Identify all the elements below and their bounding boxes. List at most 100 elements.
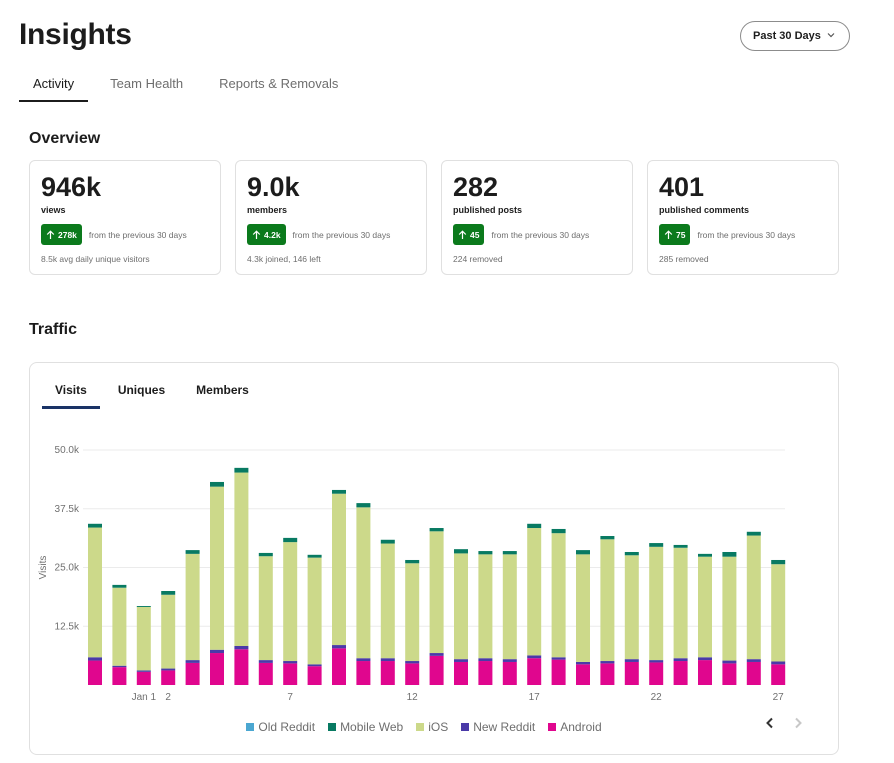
stat-card-comments: 401 published comments 75 from the previ…	[647, 160, 839, 275]
bar-segment-mobile-web	[722, 551, 737, 557]
bar-segment-new-reddit	[771, 661, 786, 665]
bar-segment-ios	[112, 587, 127, 666]
bar-segment-mobile-web	[380, 539, 395, 544]
bar-segment-mobile-web	[502, 551, 517, 555]
chevron-right-icon	[795, 717, 802, 729]
bar-segment-ios	[478, 554, 493, 659]
bar-segment-android	[283, 663, 298, 685]
bar-segment-ios	[576, 554, 590, 662]
tab-members[interactable]: Members	[196, 383, 249, 397]
delta-value: 45	[470, 229, 480, 240]
delta-badge: 4.2k	[247, 224, 286, 245]
bar-segment-ios	[454, 553, 468, 660]
bar-segment-android	[673, 661, 688, 685]
bar-segment-android	[649, 662, 664, 685]
bar-segment-android	[356, 661, 371, 685]
bar-segment-mobile-web	[429, 528, 444, 532]
bar-segment-new-reddit	[624, 659, 639, 662]
x-tick-label: 27	[773, 692, 785, 703]
bar-segment-android	[429, 655, 444, 685]
legend-swatch	[246, 723, 255, 731]
bar-segment-new-reddit	[283, 661, 298, 664]
bar-segment-mobile-web	[88, 523, 102, 528]
bar-segment-new-reddit	[576, 661, 590, 665]
tab-team-health[interactable]: Team Health	[110, 76, 184, 91]
bar-segment-ios	[771, 564, 786, 662]
chart-next-button[interactable]	[793, 716, 803, 732]
bar-segment-mobile-web	[649, 543, 664, 547]
legend-label: Android	[560, 720, 602, 734]
chart-prev-button[interactable]	[765, 716, 775, 732]
arrow-up-icon	[252, 229, 261, 239]
bar-segment-new-reddit	[307, 664, 322, 667]
bar-segment-new-reddit	[356, 658, 371, 662]
bar-segment-ios	[746, 535, 761, 660]
bar-segment-new-reddit	[185, 660, 200, 663]
arrow-up-icon	[458, 229, 467, 239]
stat-card-members: 9.0k members 4.2k from the previous 30 d…	[235, 160, 427, 275]
bar-segment-mobile-web	[234, 467, 249, 473]
date-range-value: Past 30 Days	[753, 30, 821, 42]
bar-segment-ios	[332, 493, 346, 646]
bar-segment-ios	[551, 533, 566, 658]
legend-swatch	[461, 723, 470, 731]
bar-segment-ios	[600, 539, 615, 662]
bar-segment-android	[746, 661, 761, 685]
bar-segment-ios	[210, 486, 224, 650]
x-tick-label: 22	[651, 692, 663, 703]
bar-segment-new-reddit	[454, 659, 468, 662]
bar-segment-mobile-web	[405, 559, 420, 564]
legend-item-android[interactable]: Android	[548, 720, 602, 734]
legend-item-new-reddit[interactable]: New Reddit	[461, 720, 535, 734]
stat-value: 946k	[41, 172, 102, 202]
bar-segment-new-reddit	[698, 657, 712, 661]
legend-item-ios[interactable]: iOS	[416, 720, 448, 734]
bar-segment-ios	[673, 547, 688, 659]
tab-activity[interactable]: Activity	[19, 76, 89, 102]
legend-label: Old Reddit	[258, 720, 316, 734]
y-axis-label: Visits	[38, 556, 49, 580]
delta-badge: 278k	[41, 224, 82, 245]
bar-segment-android	[698, 660, 712, 685]
bar-segment-mobile-web	[210, 481, 224, 487]
traffic-heading: Traffic	[29, 321, 78, 338]
date-range-select[interactable]: Past 30 Days	[740, 21, 850, 51]
delta-badge: 75	[659, 224, 691, 245]
bar-segment-android	[88, 660, 102, 685]
bar-segment-mobile-web	[600, 536, 615, 540]
traffic-tabs: Visits Uniques Members	[42, 383, 267, 409]
bar-segment-new-reddit	[380, 658, 395, 662]
bar-segment-mobile-web	[527, 523, 542, 529]
delta-value: 278k	[58, 229, 77, 240]
tab-visits[interactable]: Visits	[42, 383, 100, 409]
delta-value: 4.2k	[264, 229, 281, 240]
bar-segment-ios	[722, 556, 737, 661]
tab-uniques[interactable]: Uniques	[117, 383, 166, 397]
bar-segment-ios	[405, 563, 420, 662]
bar-segment-mobile-web	[136, 606, 151, 607]
overview-heading: Overview	[29, 130, 101, 147]
bar-segment-new-reddit	[478, 658, 493, 662]
y-tick-label: 50.0k	[55, 445, 80, 456]
bar-segment-ios	[283, 542, 298, 662]
bar-segment-mobile-web	[478, 551, 493, 555]
bar-segment-android	[258, 662, 273, 685]
delta-badge: 45	[453, 224, 485, 245]
bar-segment-mobile-web	[551, 528, 566, 534]
bar-segment-ios	[161, 594, 176, 669]
bar-segment-ios	[429, 531, 444, 654]
stat-subtext: 285 removed	[659, 254, 709, 264]
legend-item-old-reddit[interactable]: Old Reddit	[246, 720, 315, 734]
legend-item-mobile-web[interactable]: Mobile Web	[328, 720, 403, 734]
x-tick-label: 2	[165, 692, 171, 703]
bar-segment-new-reddit	[722, 660, 737, 664]
stat-card-views: 946k views 278k from the previous 30 day…	[29, 160, 221, 275]
page-tabs: Activity Team Health Reports & Removals	[19, 76, 360, 102]
bar-segment-new-reddit	[673, 658, 688, 662]
tab-reports-removals[interactable]: Reports & Removals	[219, 76, 339, 91]
bar-segment-ios	[380, 543, 395, 659]
bar-segment-ios	[258, 556, 273, 661]
bar-segment-new-reddit	[502, 659, 517, 662]
stat-subtext: 8.5k avg daily unique visitors	[41, 254, 150, 264]
